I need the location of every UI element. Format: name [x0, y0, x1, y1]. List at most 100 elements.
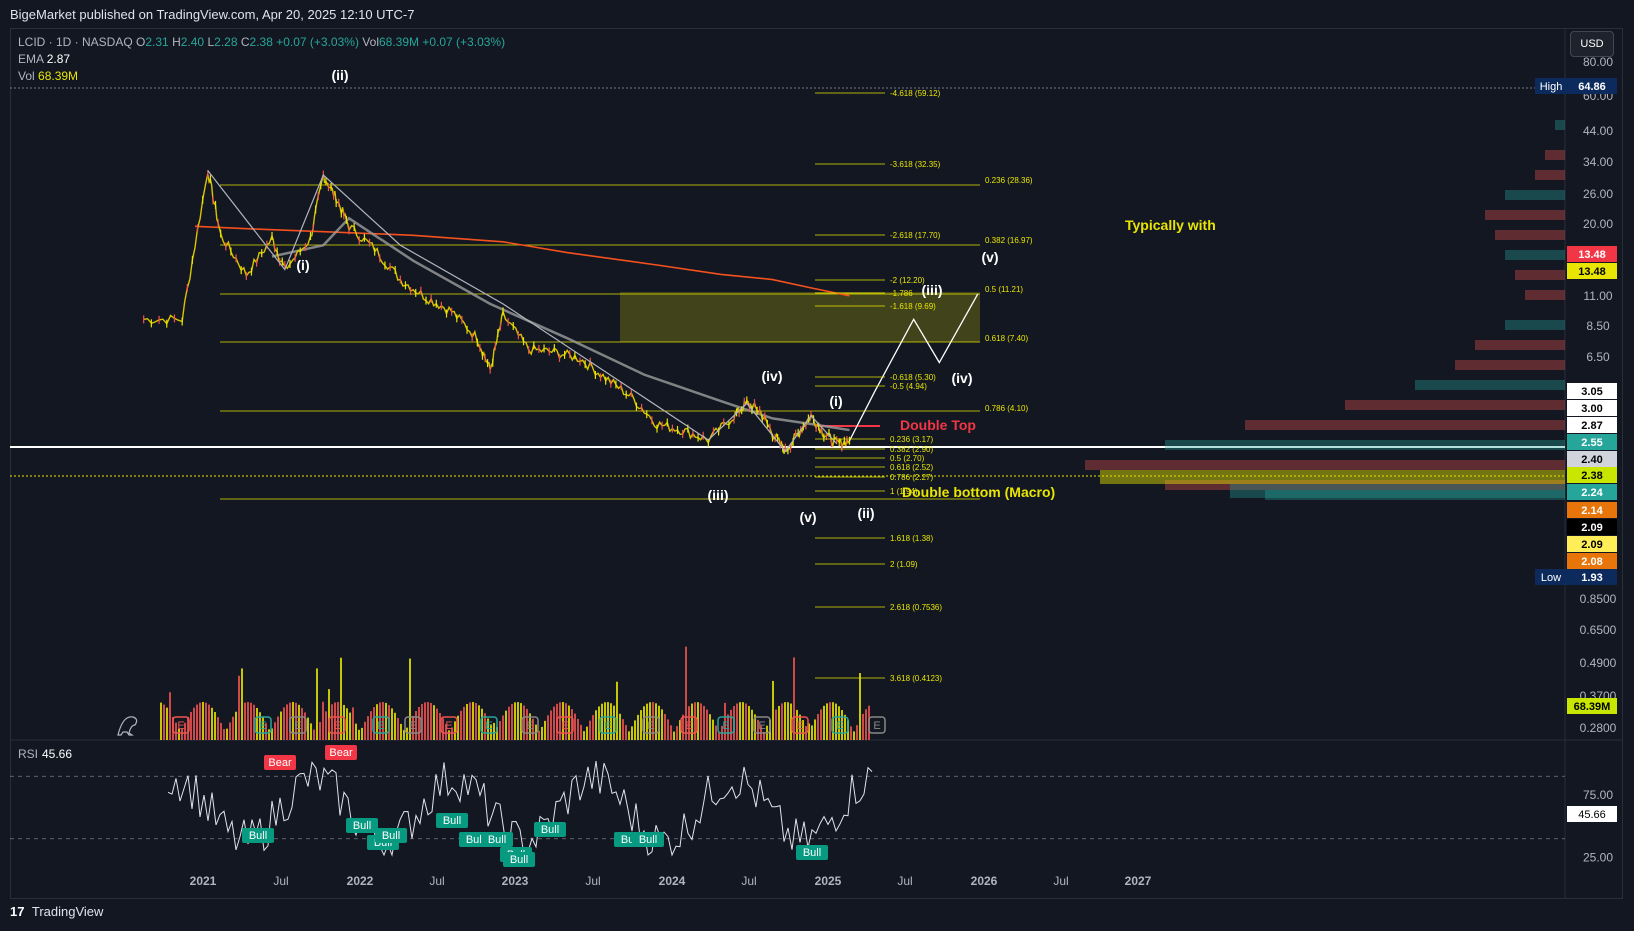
rsi-signal-label: Bull: [541, 824, 559, 836]
legend-row-vol: Vol 68.39M: [18, 68, 505, 85]
fib-level-label: 0.382 (16.97): [985, 236, 1033, 245]
price-tag-bg: [1567, 400, 1617, 416]
volume-bar: [328, 689, 330, 740]
rsi-signal-badge: [632, 832, 664, 847]
rsi-signal-label: Bear: [329, 747, 353, 759]
earnings-marker-text: E: [685, 720, 692, 732]
volume-bar: [703, 705, 705, 740]
volume-bar: [337, 702, 339, 740]
volume-bar: [568, 705, 570, 740]
volume-bar: [286, 704, 288, 740]
volume-bar: [667, 719, 669, 740]
earnings-marker-text: E: [647, 720, 654, 732]
legend-row-ema: EMA 2.87: [18, 51, 505, 68]
volume-bar: [574, 713, 576, 740]
volume-bar: [739, 702, 741, 740]
price-axis-tick: 0.6500: [1580, 623, 1617, 637]
volume-bar: [547, 715, 549, 740]
volume-profile-bar: [1455, 360, 1565, 370]
rsi-signal-badge: [346, 818, 378, 833]
volume-bar: [610, 703, 612, 740]
vol-label[interactable]: Vol: [18, 69, 35, 83]
volume-bar: [508, 706, 510, 740]
volume-bar: [349, 712, 351, 740]
high-label: H: [172, 35, 181, 49]
price-tag-value: 2.14: [1581, 505, 1603, 517]
volume-profile-bar: [1265, 490, 1565, 500]
earnings-marker-text: E: [445, 720, 452, 732]
sma-line: [271, 216, 850, 432]
volume-bar: [463, 706, 465, 740]
volume-bar: [370, 711, 372, 740]
price-tag-value: 2.38: [1581, 470, 1602, 482]
rsi-line: [167, 760, 873, 857]
volume-profile-bar: [1555, 120, 1565, 130]
volume-bar: [460, 710, 462, 740]
price-axis-tick: 26.00: [1583, 187, 1613, 201]
earnings-marker-text: E: [722, 720, 729, 732]
chart-frame: [10, 28, 1623, 899]
price-tag-label: Low: [1541, 572, 1561, 584]
earnings-marker-icon: [831, 716, 849, 734]
volume-bar: [421, 704, 423, 740]
price-chart[interactable]: (ii) (i) (iv) (iii) (i) (v) (ii) (v) (iii) (iv) Ty…: [0, 0, 1634, 900]
open-label: O: [136, 35, 146, 49]
vol-inline-label: Vol: [362, 35, 379, 49]
volume-bar: [616, 681, 618, 740]
price-tag-label-bg: [1535, 78, 1567, 94]
volume-bar: [793, 657, 795, 740]
volume-bar: [748, 706, 750, 740]
volume-bar: [382, 702, 384, 740]
earnings-marker-icon: [599, 716, 617, 734]
rsi-signal-label: Bull: [249, 830, 267, 842]
wave-label: (iv): [762, 368, 783, 384]
volume-bar: [784, 702, 786, 740]
earnings-marker-text: E: [177, 720, 184, 732]
volume-bar: [223, 729, 225, 740]
volume-bar: [376, 704, 378, 740]
volume-bar: [655, 703, 657, 740]
earnings-marker-text: E: [561, 720, 568, 732]
volume-bar: [589, 720, 591, 740]
volume-bar: [646, 703, 648, 740]
volume-bar: [778, 705, 780, 740]
volume-bar: [841, 710, 843, 740]
price-tag-value: 1.93: [1581, 572, 1602, 584]
volume-bar: [316, 668, 318, 740]
fib-level-label: -1.618 (9.69): [890, 302, 936, 311]
wave-label: (v): [981, 249, 998, 265]
volume-bar: [160, 702, 162, 740]
volume-bar: [253, 704, 255, 740]
symbol-label[interactable]: LCID · 1D · NASDAQ: [18, 35, 133, 49]
price-tag-value: 2.08: [1581, 556, 1602, 568]
rsi-signal-badge: [264, 755, 296, 770]
volume-bar: [430, 702, 432, 740]
fib-level-label: -1.786: [890, 289, 913, 298]
time-axis-tick: Jul: [585, 874, 600, 888]
price-tag-bg: [1567, 553, 1617, 569]
volume-bar: [229, 722, 231, 740]
volume-bar: [862, 713, 864, 740]
volume-bar: [199, 702, 201, 740]
volume-bar: [448, 730, 450, 740]
currency-button[interactable]: USD: [1570, 31, 1614, 57]
price-tag-label: High: [1540, 81, 1563, 93]
price-axis-tick: 20.00: [1583, 217, 1613, 231]
volume-profile-bar: [1505, 190, 1565, 200]
volume-bar: [571, 709, 573, 740]
volume-bar: [826, 703, 828, 740]
volume-bar: [529, 713, 531, 740]
volume-profile-bar: [1485, 210, 1565, 220]
volume-bar: [532, 718, 534, 740]
price-tag-bg: [1567, 434, 1617, 450]
earnings-marker-text: E: [604, 720, 611, 732]
rsi-signal-label: Bull: [353, 820, 371, 832]
volume-bar: [700, 703, 702, 740]
volume-bar: [298, 704, 300, 740]
volume-bar: [526, 708, 528, 740]
time-axis-tick: Jul: [741, 874, 756, 888]
earnings-marker-text: E: [409, 720, 416, 732]
vol-value: 68.39M: [38, 69, 79, 83]
ema-label[interactable]: EMA: [18, 52, 44, 66]
price-tag-bg: [1567, 519, 1617, 535]
